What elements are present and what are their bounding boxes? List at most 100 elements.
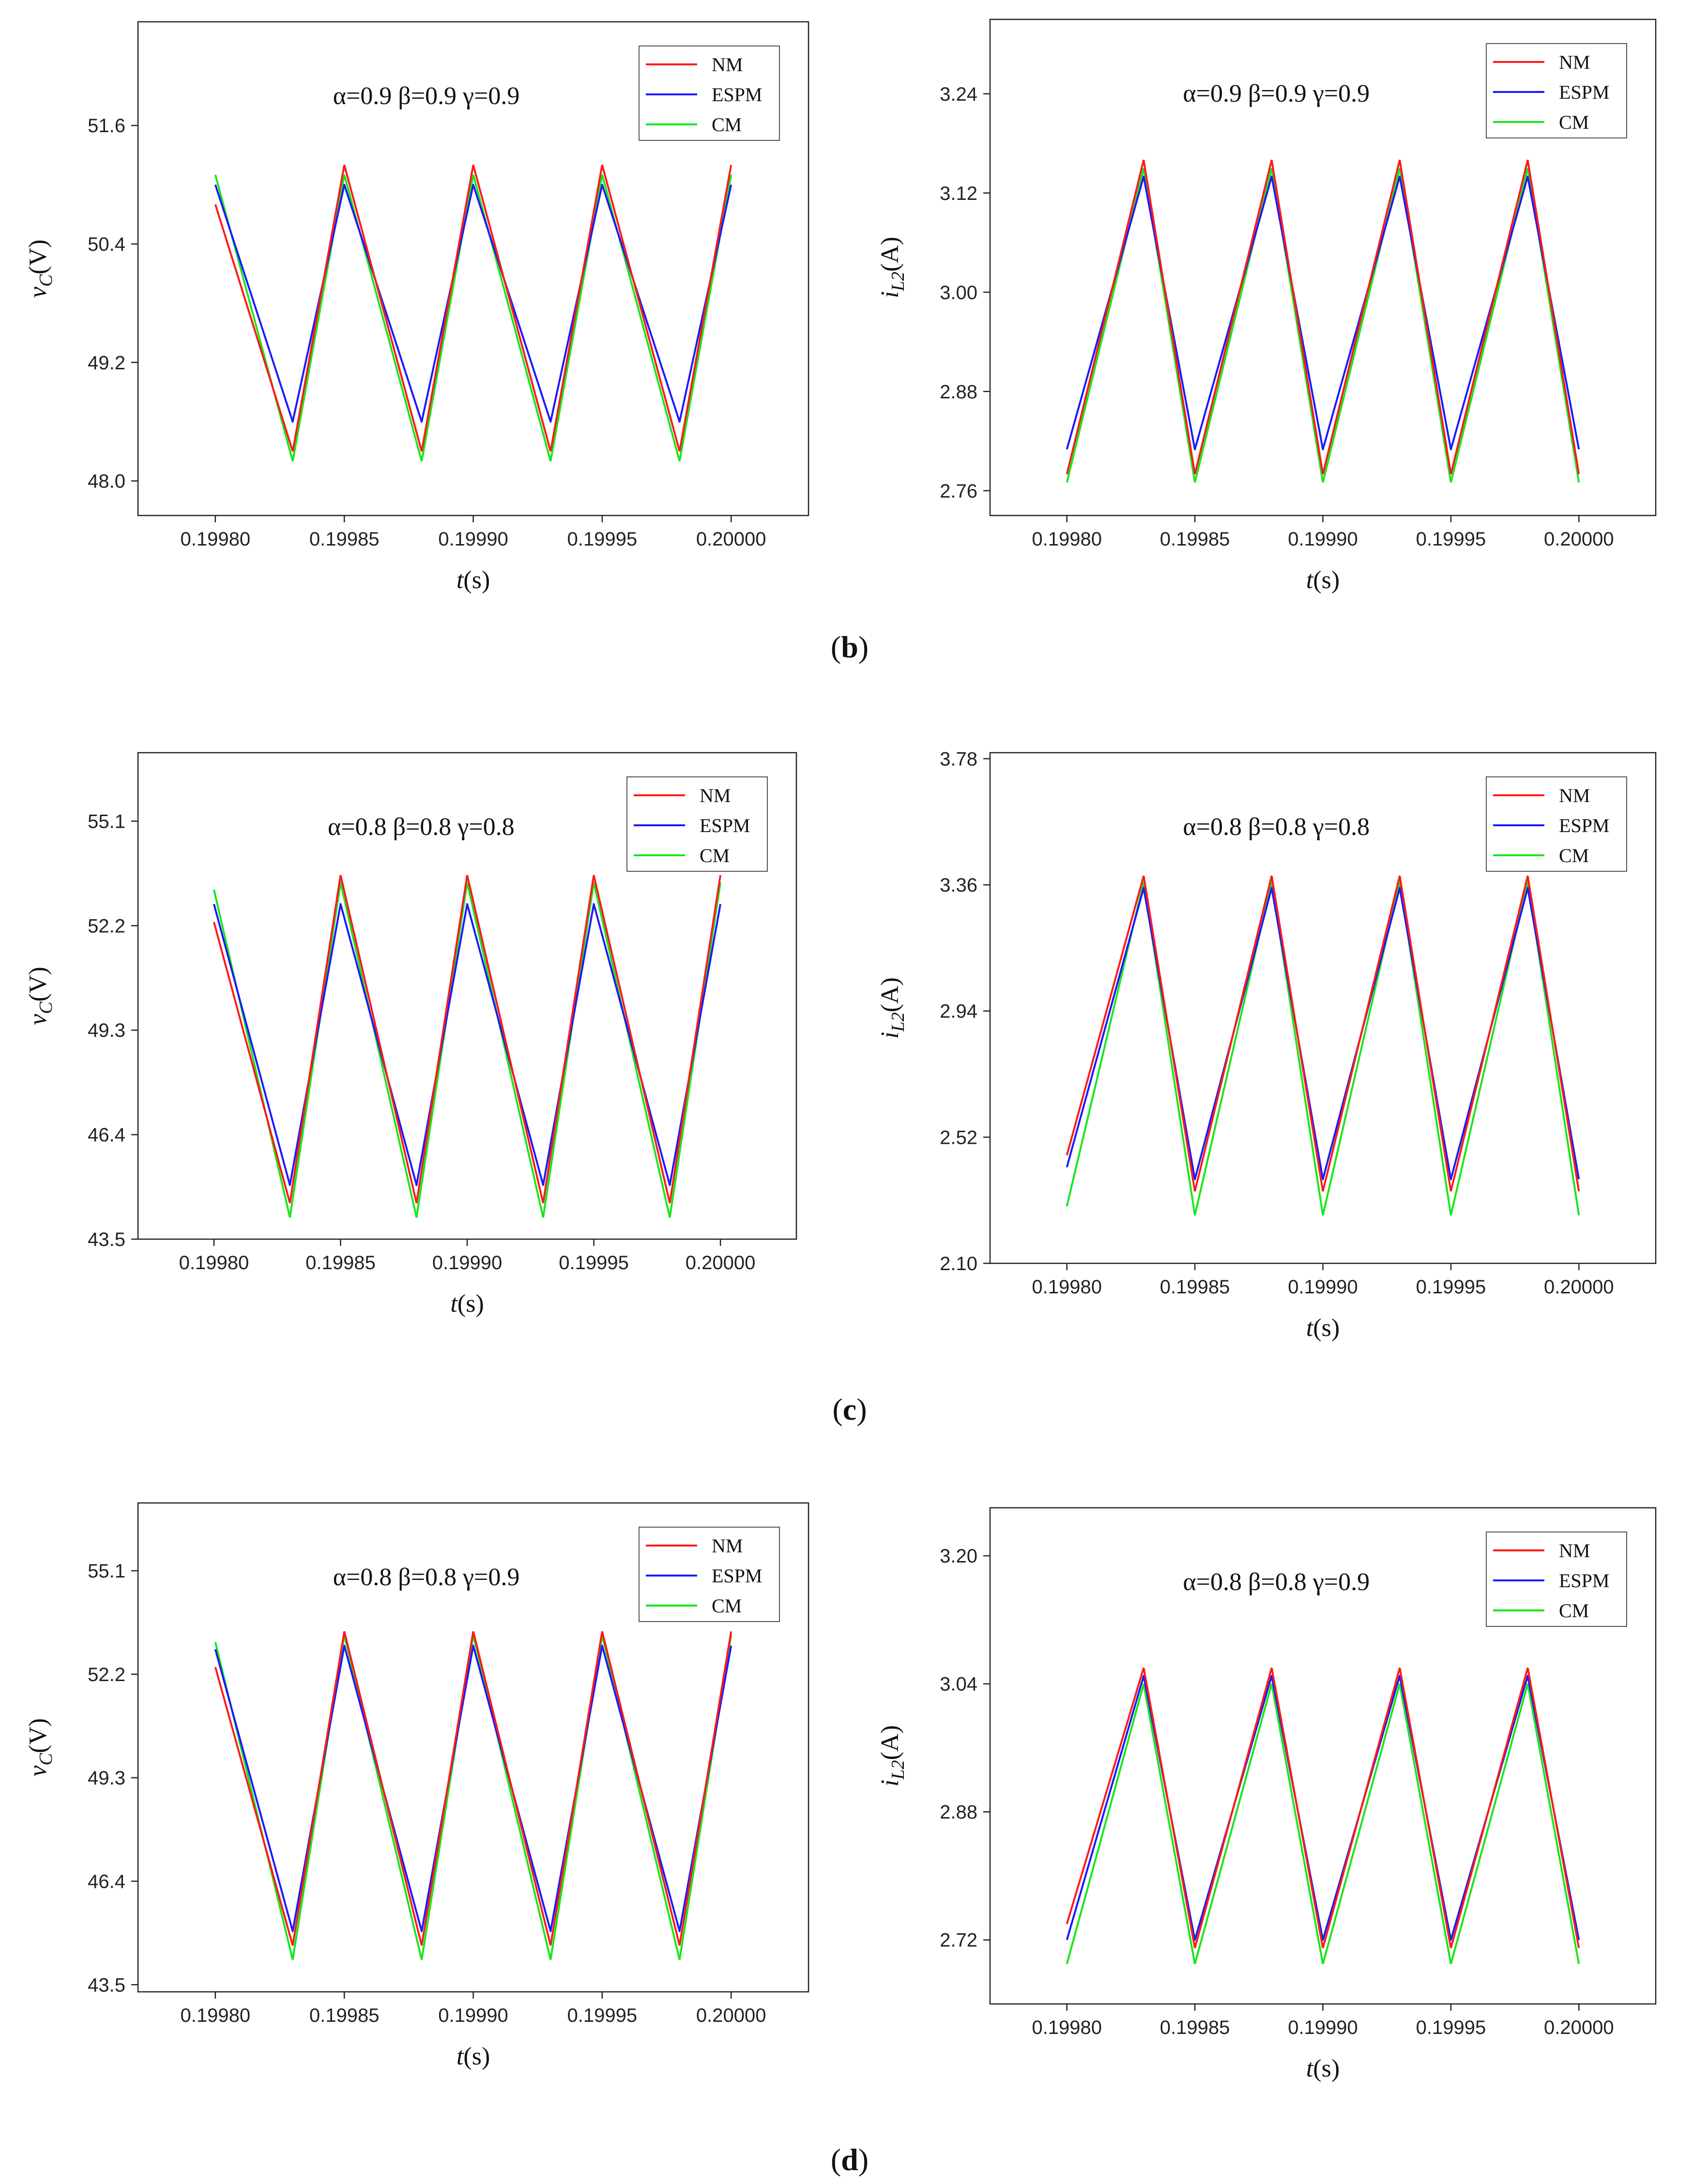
x-tick-label: 0.19985 <box>309 529 380 550</box>
x-axis-label-unit: (s) <box>1313 566 1340 594</box>
x-tick-label: 0.19985 <box>1160 1276 1230 1298</box>
y-axis-label: iL2(A) <box>876 977 908 1039</box>
legend-label-nm: NM <box>1559 785 1590 806</box>
y-tick-label: 2.52 <box>940 1127 977 1148</box>
chart-d-vc: 0.19980 0.19985 0.19990 0.19995 0.20000 43.5 4… <box>24 1502 809 2070</box>
chart-b-vc: 0.19980 0.19985 0.19990 0.19995 0.20000 48.0 4… <box>24 21 809 594</box>
x-tick-label: 0.19995 <box>567 2005 638 2026</box>
x-axis-label: t(s) <box>457 2043 490 2070</box>
x-axis-label-var: t <box>1306 566 1314 594</box>
legend-label-espm: ESPM <box>1559 815 1610 836</box>
y-axis-label-var: v <box>24 1014 52 1025</box>
y-tick-label: 2.88 <box>940 381 977 403</box>
chart-b-il2: 0.19980 0.19985 0.19990 0.19995 0.20000 2.76 2… <box>876 18 1657 594</box>
x-tick-label: 0.19985 <box>305 1252 376 1274</box>
x-axis-label: t(s) <box>457 566 490 594</box>
x-tick-label: 0.19995 <box>559 1252 629 1274</box>
x-tick-label: 0.20000 <box>696 2005 766 2026</box>
series-line-nm <box>1066 159 1580 475</box>
parameter-annotation: α=0.8 β=0.8 γ=0.8 <box>328 813 515 841</box>
series-line-cm <box>213 882 722 1218</box>
series-line-nm <box>213 875 722 1204</box>
series-line-cm <box>214 1635 732 1960</box>
panel-label-b: (b) <box>830 630 869 664</box>
legend-label-nm: NM <box>1559 51 1590 73</box>
x-tick-label: 0.19990 <box>1288 2017 1358 2038</box>
y-tick-label: 3.36 <box>940 875 977 896</box>
y-axis-label-sub: L2 <box>888 1012 908 1032</box>
y-tick-label: 52.2 <box>88 1664 125 1685</box>
y-tick-label: 43.5 <box>88 1229 125 1250</box>
y-tick-label: 50.4 <box>88 234 125 255</box>
y-tick-label: 55.1 <box>88 1561 125 1582</box>
y-axis-label-unit: (A) <box>876 237 904 272</box>
y-axis-label-unit: (V) <box>24 1718 52 1753</box>
y-axis-label: vC(V) <box>24 1718 56 1777</box>
series-line-cm <box>1066 168 1580 483</box>
x-tick-label: 0.19990 <box>438 529 508 550</box>
y-axis-label-var: i <box>876 1779 904 1786</box>
y-tick-label: 49.3 <box>88 1768 125 1789</box>
x-tick-label: 0.19995 <box>1416 2017 1486 2038</box>
x-axis-label-unit: (s) <box>1313 1314 1340 1342</box>
y-tick-label: 48.0 <box>88 471 125 492</box>
x-tick-label: 0.20000 <box>1544 1276 1614 1298</box>
y-tick-label: 46.4 <box>88 1871 125 1892</box>
x-tick-label: 0.19995 <box>1416 529 1486 550</box>
y-tick-label: 2.88 <box>940 1802 977 1823</box>
y-tick-label: 3.04 <box>940 1674 977 1695</box>
series-line-espm <box>1066 1675 1580 1941</box>
series-line-nm <box>1066 875 1580 1192</box>
y-axis-label: iL2(A) <box>876 1725 908 1787</box>
y-axis-label-var: v <box>24 1765 52 1776</box>
series-line-cm <box>214 174 732 462</box>
x-tick-label: 0.20000 <box>1544 529 1614 550</box>
x-axis-label: t(s) <box>1306 2055 1340 2082</box>
series-line-nm <box>214 165 732 452</box>
legend-label-cm: CM <box>700 845 730 866</box>
parameter-annotation: α=0.8 β=0.8 γ=0.9 <box>1183 1568 1370 1596</box>
y-tick-label: 3.24 <box>940 84 977 105</box>
x-tick-label: 0.19980 <box>1032 1276 1102 1298</box>
x-tick-label: 0.19985 <box>1160 529 1230 550</box>
parameter-annotation: α=0.9 β=0.9 γ=0.9 <box>1183 80 1370 107</box>
y-axis-label-sub: C <box>36 1001 56 1014</box>
x-axis-label-var: t <box>1306 2055 1314 2082</box>
chart-c-il2: 0.19980 0.19985 0.19990 0.19995 0.20000 2.10 2… <box>876 748 1657 1342</box>
x-axis-label-var: t <box>1306 1314 1314 1342</box>
chart-d-il2: 0.19980 0.19985 0.19990 0.19995 0.20000 2.72 2… <box>876 1507 1657 2082</box>
y-tick-label: 3.12 <box>940 183 977 204</box>
series-line-cm <box>1066 881 1580 1216</box>
x-tick-label: 0.20000 <box>1544 2017 1614 2038</box>
series-line-espm <box>214 1644 732 1932</box>
y-axis-label-sub: L2 <box>888 1760 908 1780</box>
y-tick-label: 55.1 <box>88 811 125 832</box>
y-axis-label-unit: (V) <box>24 967 52 1001</box>
y-tick-label: 2.10 <box>940 1253 977 1274</box>
x-tick-label: 0.20000 <box>686 1252 756 1274</box>
y-tick-label: 3.00 <box>940 282 977 303</box>
x-tick-label: 0.19985 <box>1160 2017 1230 2038</box>
series-line-cm <box>1066 1684 1580 1964</box>
legend: NM ESPM CM <box>639 46 780 141</box>
y-axis-label-var: i <box>876 1031 904 1038</box>
series-line-espm <box>214 183 732 423</box>
legend-label-cm: CM <box>1559 1600 1589 1622</box>
series-line-nm <box>1066 1668 1580 1948</box>
y-axis-label-sub: C <box>36 1753 56 1765</box>
series-line-espm <box>1066 175 1580 451</box>
x-tick-label: 0.19985 <box>309 2005 380 2026</box>
x-axis-label-var: t <box>450 1290 458 1318</box>
legend: NM ESPM CM <box>1486 1532 1627 1627</box>
series-line-espm <box>213 903 722 1186</box>
y-tick-label: 49.3 <box>88 1020 125 1041</box>
x-axis-label-unit: (s) <box>1313 2055 1340 2082</box>
legend-label-cm: CM <box>712 1595 742 1617</box>
y-tick-label: 2.72 <box>940 1930 977 1951</box>
panel-label-d: (d) <box>830 2142 869 2177</box>
x-tick-label: 0.19980 <box>181 2005 251 2026</box>
x-tick-label: 0.19980 <box>1032 529 1102 550</box>
y-tick-label: 51.6 <box>88 115 125 136</box>
y-tick-label: 49.2 <box>88 352 125 374</box>
